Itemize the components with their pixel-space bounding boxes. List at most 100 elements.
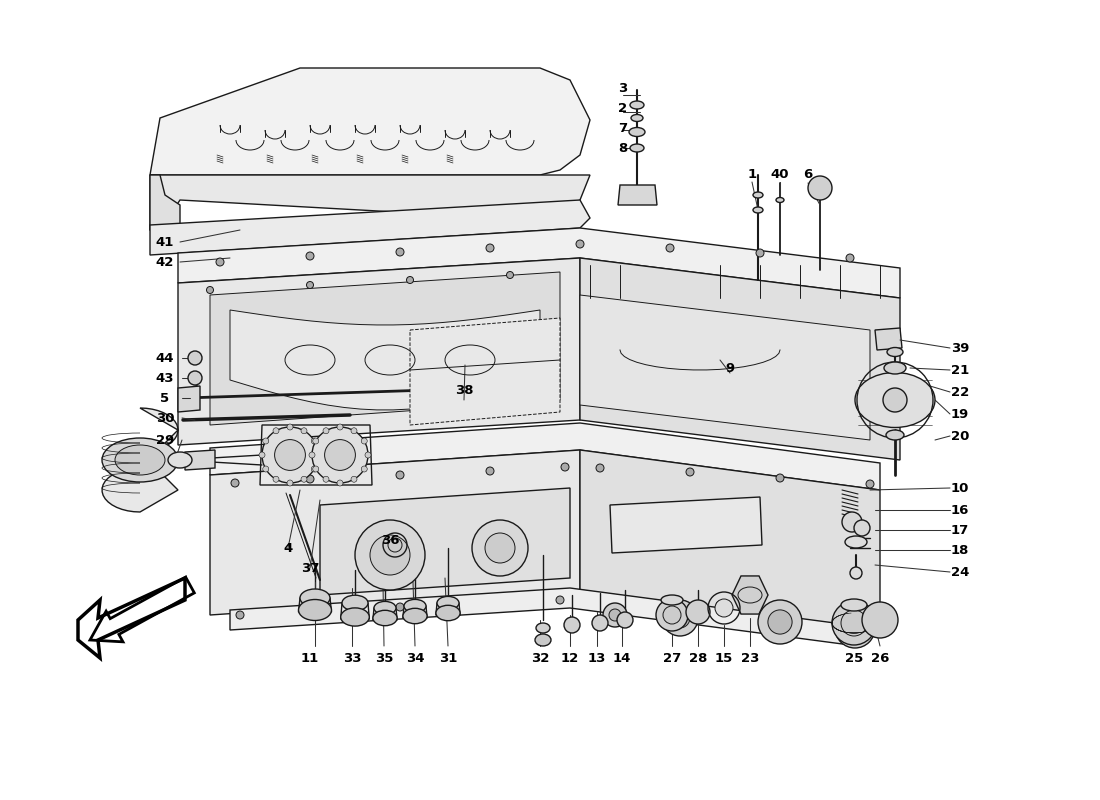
Ellipse shape [342,595,369,611]
Text: 20: 20 [950,430,969,442]
Ellipse shape [845,536,867,548]
Text: 9: 9 [725,362,735,374]
Text: 25: 25 [845,651,864,665]
Circle shape [576,240,584,248]
Circle shape [273,428,279,434]
Circle shape [472,520,528,576]
Circle shape [337,424,343,430]
Polygon shape [178,228,900,298]
Text: 23: 23 [740,651,759,665]
Circle shape [263,438,268,444]
Polygon shape [874,328,902,350]
Polygon shape [150,175,590,230]
Polygon shape [230,588,850,645]
Circle shape [311,466,317,472]
Text: 21: 21 [950,363,969,377]
Ellipse shape [630,101,644,109]
Circle shape [603,603,627,627]
Circle shape [287,424,293,430]
Ellipse shape [403,608,427,624]
Circle shape [262,427,318,483]
Polygon shape [178,386,200,412]
Text: 5: 5 [161,391,169,405]
Polygon shape [185,450,214,470]
Circle shape [361,466,367,472]
Text: 40: 40 [771,169,790,182]
Text: 24: 24 [950,566,969,578]
Text: 11: 11 [301,651,319,665]
Text: 12: 12 [561,651,579,665]
Text: 13: 13 [587,651,606,665]
Circle shape [407,277,414,283]
Circle shape [351,428,358,434]
Text: 35: 35 [375,651,393,665]
Text: 19: 19 [950,407,969,421]
Text: 37: 37 [300,562,319,574]
Circle shape [758,600,802,644]
Circle shape [309,452,315,458]
Circle shape [844,617,866,639]
Text: 8: 8 [618,142,628,154]
Circle shape [486,244,494,252]
Polygon shape [178,258,580,445]
Circle shape [301,476,307,482]
Ellipse shape [887,347,903,357]
Text: 1: 1 [747,169,757,182]
Text: 39: 39 [950,342,969,354]
Text: 41: 41 [156,235,174,249]
Ellipse shape [373,610,397,626]
Ellipse shape [776,198,784,202]
Circle shape [686,468,694,476]
Circle shape [486,467,494,475]
Ellipse shape [116,445,165,475]
Ellipse shape [754,192,763,198]
Polygon shape [580,450,880,630]
Circle shape [663,606,681,624]
Circle shape [370,535,410,575]
Circle shape [656,599,688,631]
Circle shape [396,603,404,611]
Polygon shape [210,272,560,425]
Text: 38: 38 [454,383,473,397]
Circle shape [231,479,239,487]
Ellipse shape [168,452,192,468]
Text: 18: 18 [950,543,969,557]
Text: 42: 42 [156,255,174,269]
Circle shape [556,596,564,604]
Circle shape [275,440,306,470]
Circle shape [258,452,265,458]
Polygon shape [150,68,590,175]
Circle shape [768,610,792,634]
Ellipse shape [886,430,904,440]
Circle shape [846,611,854,619]
Circle shape [866,480,874,488]
Text: 34: 34 [406,651,425,665]
Text: 17: 17 [950,523,969,537]
Text: 29: 29 [156,434,174,446]
Circle shape [832,601,876,645]
Circle shape [323,428,329,434]
Circle shape [312,466,319,472]
Circle shape [835,608,874,648]
Polygon shape [102,408,178,512]
Circle shape [396,471,404,479]
Circle shape [361,438,367,444]
Text: 7: 7 [618,122,628,134]
Circle shape [596,464,604,472]
Circle shape [273,476,279,482]
Text: 30: 30 [156,411,174,425]
Circle shape [617,612,632,628]
Text: 2: 2 [618,102,628,114]
Circle shape [561,463,569,471]
Text: 31: 31 [439,651,458,665]
Circle shape [337,480,343,486]
Ellipse shape [300,589,330,607]
Ellipse shape [298,599,331,621]
Text: 33: 33 [343,651,361,665]
Text: 16: 16 [950,503,969,517]
Polygon shape [580,295,870,440]
Text: 44: 44 [156,351,174,365]
Text: 32: 32 [531,651,549,665]
Circle shape [842,512,862,532]
Circle shape [808,176,832,200]
